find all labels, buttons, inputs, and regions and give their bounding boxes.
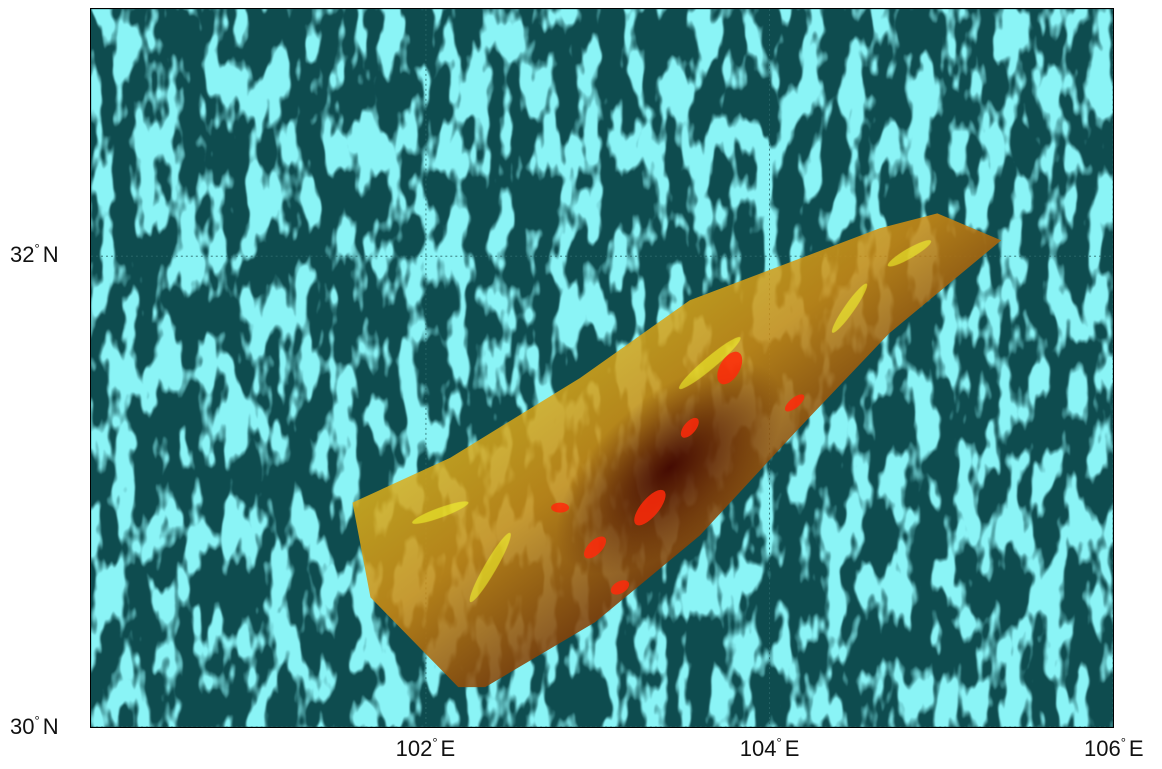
lat-label-32: 32° N bbox=[10, 240, 59, 267]
degree-symbol: ° bbox=[34, 713, 40, 728]
degree-symbol: ° bbox=[432, 735, 438, 750]
direction-letter: E bbox=[784, 736, 800, 761]
lon-label-106: 106° E bbox=[1084, 735, 1144, 761]
degree-symbol: ° bbox=[776, 735, 782, 750]
direction-letter: E bbox=[1128, 736, 1144, 761]
terrain-map[interactable] bbox=[91, 9, 1113, 727]
direction-letter: E bbox=[440, 736, 456, 761]
lon-label-102: 102° E bbox=[395, 735, 456, 761]
tick-number: 32 bbox=[10, 241, 35, 267]
rupture-overlay bbox=[352, 213, 1002, 688]
tick-number: 106 bbox=[1084, 736, 1121, 761]
direction-letter: N bbox=[42, 241, 59, 267]
degree-symbol: ° bbox=[1120, 735, 1126, 750]
degree-symbol: ° bbox=[34, 240, 40, 256]
map-frame[interactable] bbox=[90, 8, 1114, 728]
tick-number: 104 bbox=[739, 736, 777, 761]
tick-number: 102 bbox=[395, 736, 433, 761]
rupture-core bbox=[555, 360, 784, 575]
lon-label-104: 104° E bbox=[739, 735, 800, 761]
direction-letter: N bbox=[42, 714, 59, 739]
high-slip-patches bbox=[551, 351, 805, 595]
yellow-ridges bbox=[412, 240, 932, 603]
tick-number: 30 bbox=[10, 714, 35, 739]
lat-label-30: 30° N bbox=[10, 713, 59, 739]
